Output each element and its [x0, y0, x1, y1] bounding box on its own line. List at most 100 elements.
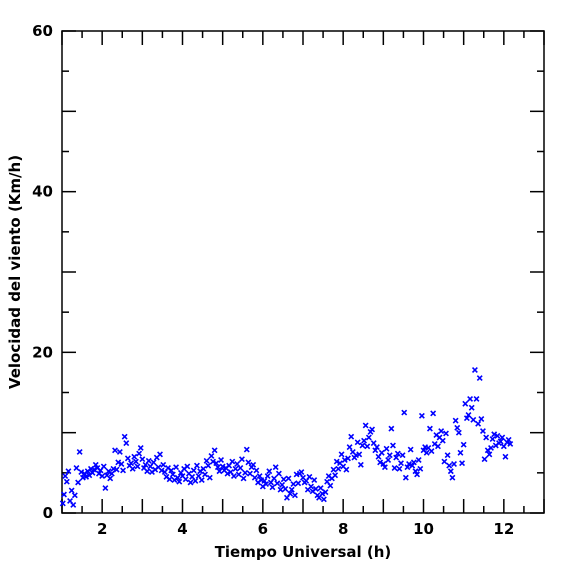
data-point [174, 474, 181, 481]
data-point [473, 395, 480, 402]
data-point [63, 478, 70, 485]
data-point [240, 475, 247, 482]
data-point [410, 459, 417, 466]
data-point [398, 460, 404, 467]
data-point [203, 457, 210, 464]
data-point [341, 457, 348, 463]
data-point [426, 425, 433, 432]
data-point [457, 449, 464, 456]
data-point [333, 458, 340, 465]
data-point [486, 451, 493, 458]
data-point [488, 444, 494, 451]
data-point [100, 463, 107, 470]
data-point [184, 463, 191, 470]
data-point [206, 474, 213, 481]
data-point [381, 464, 388, 471]
data-point [452, 417, 459, 424]
data-point [190, 467, 197, 474]
data-point [471, 367, 478, 373]
data-point [62, 473, 69, 480]
data-point [208, 452, 215, 459]
data-point [73, 465, 80, 471]
data-point [131, 453, 138, 460]
data-point [118, 461, 125, 467]
data-point [277, 486, 284, 493]
data-point [439, 437, 446, 444]
data-point [470, 416, 477, 423]
data-point [380, 461, 387, 467]
data-point [250, 461, 257, 468]
data-point [247, 470, 253, 477]
data-point [348, 433, 355, 440]
data-point [373, 444, 380, 451]
data-point [292, 492, 298, 499]
data-point [263, 481, 270, 488]
data-point [193, 462, 200, 469]
data-point [467, 395, 474, 402]
data-point [219, 463, 226, 470]
data-point [89, 469, 96, 476]
data-point [158, 467, 165, 474]
data-point [462, 400, 469, 407]
data-point [441, 458, 448, 465]
data-point [475, 420, 482, 427]
data-point [75, 479, 82, 486]
data-point [396, 465, 403, 472]
data-point [264, 473, 271, 480]
data-point [499, 434, 506, 441]
data-point [434, 443, 441, 450]
data-point [298, 469, 305, 475]
data-point [306, 473, 313, 480]
data-point [214, 464, 221, 471]
data-point [59, 500, 66, 507]
data-point [327, 482, 334, 489]
data-point [343, 466, 350, 473]
data-point [261, 477, 268, 484]
data-point [409, 462, 416, 469]
data-point [330, 466, 337, 473]
data-point [455, 429, 462, 436]
x-tick-label: 2 [97, 520, 107, 538]
data-point [446, 462, 453, 469]
data-point [354, 439, 361, 446]
data-point [229, 458, 236, 465]
data-point [415, 457, 422, 463]
data-point [65, 468, 72, 475]
data-point [447, 468, 454, 475]
data-point [275, 470, 282, 477]
data-point [468, 404, 475, 411]
data-point [271, 475, 278, 482]
data-point [107, 475, 114, 482]
data-point [479, 428, 486, 435]
data-point [463, 415, 470, 422]
data-point [365, 434, 372, 441]
data-point [68, 487, 75, 494]
data-point [237, 465, 244, 471]
data-point [338, 451, 345, 458]
data-point [438, 428, 445, 435]
data-point [428, 448, 435, 455]
x-tick-label: 4 [177, 520, 187, 538]
data-point [404, 464, 411, 471]
data-point [393, 454, 400, 461]
data-point [238, 456, 245, 463]
data-point [290, 481, 297, 488]
data-point [417, 465, 424, 472]
data-point [494, 432, 501, 439]
data-point [481, 456, 488, 463]
data-point [502, 453, 509, 460]
data-point [308, 483, 314, 490]
data-point [478, 416, 485, 422]
data-point [235, 471, 242, 478]
data-point [116, 448, 123, 455]
data-point [253, 467, 260, 474]
data-point [399, 452, 406, 459]
data-point [287, 490, 294, 497]
data-point [71, 492, 78, 499]
data-point [210, 458, 216, 465]
data-point [176, 478, 183, 485]
data-point [169, 471, 176, 478]
y-tick-label: 60 [32, 22, 53, 40]
data-point [406, 461, 413, 467]
data-point [256, 473, 263, 480]
